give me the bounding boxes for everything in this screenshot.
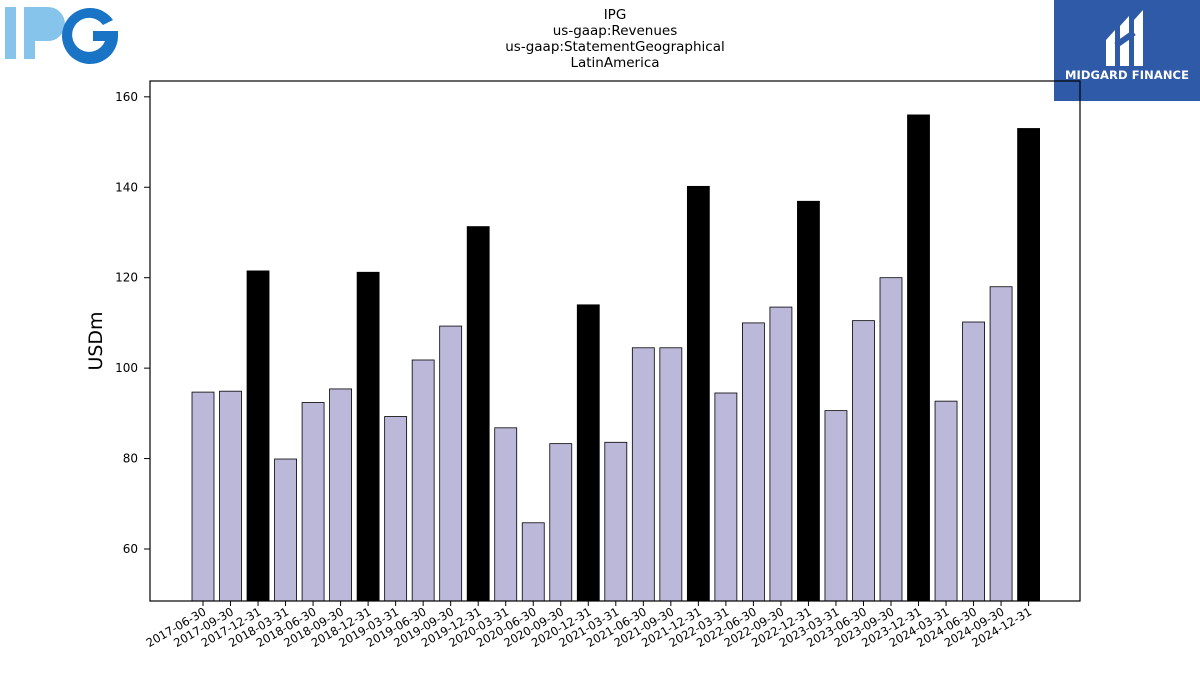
bar-2019-03-31 xyxy=(384,416,408,602)
y-tick-label: 160 xyxy=(115,90,138,104)
y-tick-label: 100 xyxy=(115,361,138,375)
bar-2024-09-30 xyxy=(989,286,1013,602)
chart-title-line-2: us-gaap:Revenues xyxy=(552,23,678,39)
bar-2020-12-31 xyxy=(576,304,600,602)
x-axis: 2017-06-302017-09-302017-12-312018-03-31… xyxy=(144,601,1034,650)
bar-2024-06-30 xyxy=(962,321,985,602)
bar-2024-12-31 xyxy=(1017,128,1040,602)
bar-2022-03-31 xyxy=(714,392,738,602)
bar-2018-12-31 xyxy=(356,271,380,602)
ipg-logo-letter-p xyxy=(24,7,65,59)
bar-2017-12-31 xyxy=(246,270,270,602)
midgard-finance-badge: MIDGARD FINANCE xyxy=(1054,0,1200,101)
bar-2023-06-30 xyxy=(852,320,875,602)
bar-2023-12-31 xyxy=(907,114,930,602)
ipg-logo xyxy=(5,7,118,64)
bar-2017-06-30 xyxy=(191,391,215,602)
chart-title-line-1: IPG xyxy=(603,7,627,23)
bar-2021-03-31 xyxy=(604,441,628,602)
bar-2019-09-30 xyxy=(439,325,463,602)
y-tick-label: 140 xyxy=(115,180,138,194)
bar-2018-09-30 xyxy=(329,388,353,602)
bars-group xyxy=(191,114,1040,602)
y-axis-label: USDm xyxy=(85,311,107,370)
bar-2021-06-30 xyxy=(631,347,655,602)
bar-2017-09-30 xyxy=(219,390,242,602)
y-tick-label: 120 xyxy=(115,271,138,285)
plot-frame xyxy=(149,80,1081,602)
ipg-logo-letter-i xyxy=(5,7,16,59)
bar-2019-06-30 xyxy=(411,359,435,602)
bar-2018-03-31 xyxy=(274,458,297,602)
bar-2022-12-31 xyxy=(797,200,820,602)
bar-2019-12-31 xyxy=(466,226,490,602)
bar-2020-09-30 xyxy=(549,443,573,602)
y-axis: 60 80 100 120 140 160 xyxy=(115,90,150,556)
bar-2022-06-30 xyxy=(742,322,765,602)
chart-title-line-3: us-gaap:StatementGeographical xyxy=(505,39,725,55)
bar-2022-09-30 xyxy=(769,306,793,602)
midgard-logo-icon xyxy=(1106,10,1143,66)
bar-2023-09-30 xyxy=(879,277,903,602)
bar-2018-06-30 xyxy=(301,402,325,602)
bar-2020-03-31 xyxy=(494,427,518,602)
bar-2021-09-30 xyxy=(659,347,683,602)
ipg-logo-letter-g xyxy=(62,7,118,64)
chart-title-line-4: LatinAmerica xyxy=(570,55,660,71)
bar-2023-03-31 xyxy=(824,410,848,602)
bar-2020-06-30 xyxy=(521,522,545,602)
y-tick-label: 60 xyxy=(123,542,138,556)
bar-2021-12-31 xyxy=(686,185,710,602)
y-tick-label: 80 xyxy=(123,452,138,466)
brand-name: MIDGARD FINANCE xyxy=(1064,68,1190,82)
bar-2024-03-31 xyxy=(934,400,958,602)
